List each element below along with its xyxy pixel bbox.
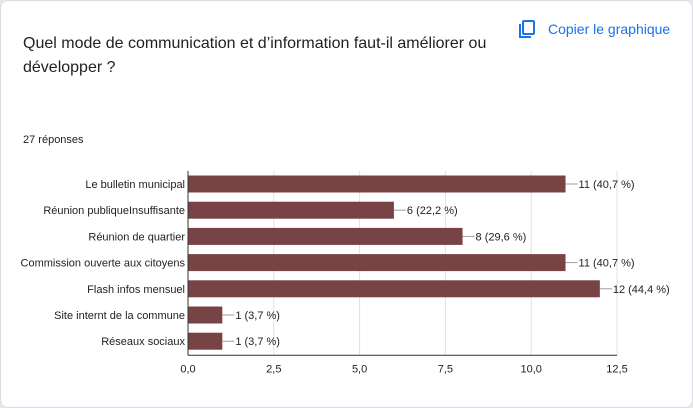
x-tick-label: 12,5	[606, 363, 627, 375]
x-tick-label: 5,0	[352, 363, 367, 375]
data-label: 11 (40,7 %)	[579, 179, 635, 191]
bar	[188, 306, 223, 324]
bar	[188, 227, 463, 245]
copy-chart-label: Copier le graphique	[548, 21, 671, 37]
x-tick-label: 2,5	[266, 363, 281, 375]
bar	[188, 280, 600, 298]
category-label: Réunion de quartier	[88, 231, 185, 243]
category-label: Flash infos mensuel	[87, 284, 185, 296]
data-label: 1 (3,7 %)	[235, 336, 280, 348]
question-title: Quel mode de communication et d’informat…	[23, 35, 487, 76]
copy-icon	[519, 20, 535, 38]
x-tick-label: 7,5	[438, 363, 453, 375]
category-label: Commission ouverte aux citoyens	[21, 258, 186, 270]
data-label: 8 (29,6 %)	[476, 231, 527, 243]
x-tick-label: 0,0	[180, 363, 195, 375]
category-label: Réunion publiqueInsuffisante	[43, 205, 185, 217]
category-label: Le bulletin municipal	[85, 179, 185, 191]
response-count: 27 réponses	[23, 134, 84, 146]
bar	[188, 332, 223, 350]
bar	[188, 201, 394, 219]
bar	[188, 254, 566, 272]
data-label: 12 (44,4 %)	[613, 284, 670, 296]
x-tick-label: 10,0	[520, 363, 541, 375]
category-label: Réseaux sociaux	[101, 336, 185, 348]
copy-chart-button[interactable]: Copier le graphique	[517, 17, 670, 41]
data-label: 11 (40,7 %)	[579, 258, 635, 270]
bar-chart: Le bulletin municipal 11 (40,7 %) Réunion …	[21, 170, 670, 375]
data-label: 6 (22,2 %)	[407, 205, 458, 217]
bar	[188, 175, 566, 193]
category-label: Site internt de la commune	[54, 310, 185, 322]
data-label: 1 (3,7 %)	[235, 310, 280, 322]
